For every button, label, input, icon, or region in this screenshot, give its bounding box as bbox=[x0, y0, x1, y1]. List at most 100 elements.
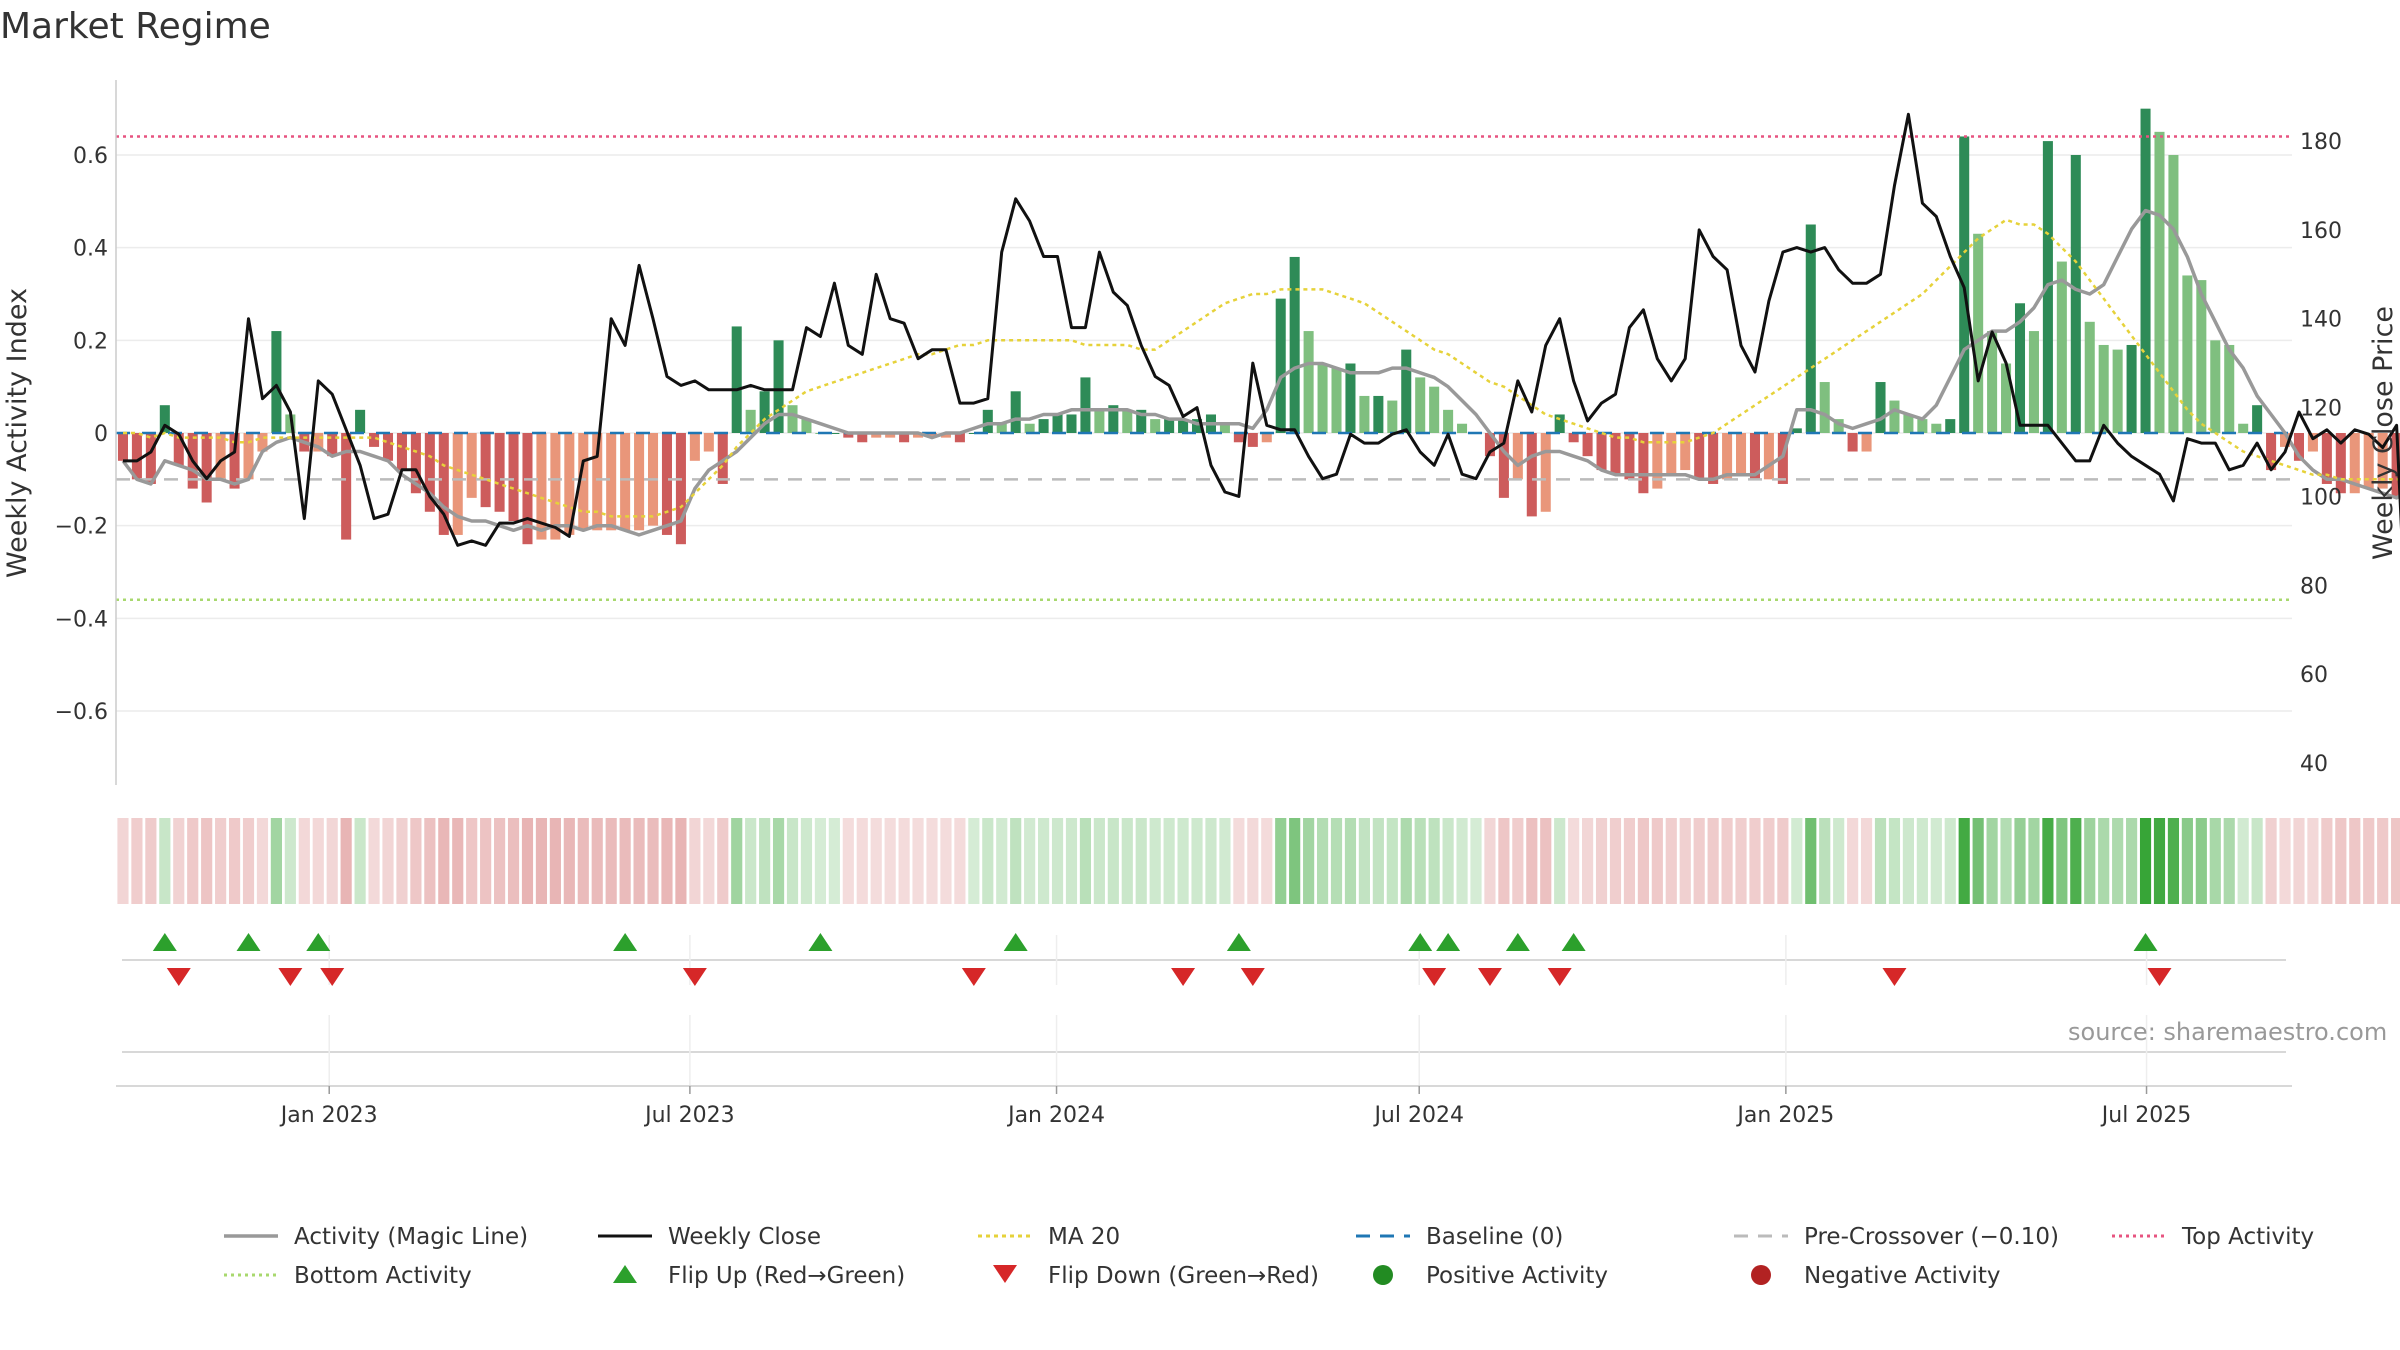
regime-strip-cell bbox=[1400, 818, 1412, 904]
ma20-line bbox=[123, 218, 2400, 518]
regime-strip-cell bbox=[1791, 818, 1803, 904]
regime-strip-cell bbox=[2167, 818, 2180, 904]
regime-strip-cell bbox=[1805, 818, 1817, 904]
activity-bar bbox=[940, 433, 951, 438]
regime-strip-cell bbox=[1358, 818, 1370, 904]
activity-bar bbox=[1038, 419, 1049, 433]
weekly-close-line bbox=[123, 112, 2400, 547]
regime-strip-cell bbox=[159, 818, 171, 904]
regime-strip-cell bbox=[1930, 818, 1942, 904]
regime-strip-cell bbox=[1526, 818, 1538, 904]
legend-item: Baseline (0) bbox=[1356, 1224, 1563, 1250]
activity-bar bbox=[661, 433, 672, 535]
activity-bar bbox=[2126, 344, 2137, 433]
regime-strip bbox=[117, 818, 2400, 904]
activity-bar bbox=[1554, 414, 1565, 433]
right-tick-label: 120 bbox=[2300, 397, 2342, 422]
legend-label: Pre-Crossover (−0.10) bbox=[1804, 1224, 2059, 1250]
regime-strip-cell bbox=[982, 818, 994, 904]
activity-bar bbox=[494, 433, 505, 512]
regime-strip-cell bbox=[1121, 818, 1133, 904]
activity-bar bbox=[424, 433, 435, 512]
activity-bar bbox=[2140, 108, 2151, 434]
activity-bar bbox=[675, 433, 686, 545]
regime-strip-cell bbox=[173, 818, 185, 904]
activity-bar bbox=[2391, 433, 2400, 498]
activity-bar bbox=[117, 433, 128, 461]
legend-label: Bottom Activity bbox=[294, 1263, 472, 1289]
regime-strip-cell bbox=[1010, 818, 1022, 904]
regime-strip-cell bbox=[187, 818, 199, 904]
activity-bar bbox=[1638, 433, 1649, 494]
regime-strip-cell bbox=[1595, 818, 1608, 904]
activity-bar bbox=[1763, 433, 1774, 480]
regime-strip-cell bbox=[1609, 818, 1622, 904]
x-tick-label: Jul 2023 bbox=[643, 1103, 735, 1128]
activity-bar bbox=[466, 433, 477, 498]
flip-up-marker bbox=[1436, 933, 1461, 951]
activity-bar bbox=[1722, 433, 1733, 480]
regime-strip-cell bbox=[549, 818, 561, 904]
regime-strip-cell bbox=[1470, 818, 1482, 904]
flip-up-marker bbox=[1003, 933, 1028, 951]
activity-bar bbox=[1080, 377, 1091, 433]
activity-bar bbox=[2070, 155, 2081, 433]
activity-bar bbox=[2280, 433, 2291, 447]
regime-strip-cell bbox=[354, 818, 366, 904]
regime-strip-cell bbox=[2195, 818, 2207, 904]
flip-up-marker bbox=[613, 933, 638, 951]
activity-bar bbox=[1931, 423, 1942, 433]
activity-bar bbox=[1122, 409, 1133, 433]
regime-strip-cell bbox=[2223, 818, 2235, 904]
activity-bar bbox=[1526, 433, 1537, 517]
flip-up-marker bbox=[808, 933, 833, 951]
regime-strip-cell bbox=[326, 818, 338, 904]
left-tick-label: 0.6 bbox=[73, 144, 108, 169]
x-tick-label: Jul 2024 bbox=[1372, 1103, 1464, 1128]
regime-strip-cell bbox=[1833, 818, 1845, 904]
activity-bar bbox=[843, 433, 854, 438]
activity-bar bbox=[787, 405, 798, 433]
regime-strip-cell bbox=[535, 818, 548, 904]
legend-item: Flip Down (Green→Red) bbox=[993, 1263, 1319, 1289]
activity-bar bbox=[1401, 349, 1412, 433]
regime-strip-cell bbox=[856, 818, 868, 904]
x-tick-label: Jul 2025 bbox=[2100, 1103, 2192, 1128]
activity-bar bbox=[1457, 423, 1468, 433]
left-tick-label: −0.6 bbox=[55, 700, 108, 725]
activity-bar bbox=[355, 409, 366, 433]
activity-bar bbox=[2224, 344, 2235, 433]
activity-bar bbox=[996, 423, 1007, 433]
regime-strip-cell bbox=[1679, 818, 1691, 904]
activity-bar bbox=[1373, 395, 1384, 433]
flip-down-marker bbox=[961, 968, 986, 986]
regime-strip-cell bbox=[1860, 818, 1873, 904]
left-tick-label: −0.4 bbox=[55, 607, 108, 632]
regime-strip-cell bbox=[284, 818, 296, 904]
activity-bar bbox=[1247, 433, 1258, 447]
regime-strip-cell bbox=[1582, 818, 1594, 904]
regime-strip-cell bbox=[1986, 818, 1998, 904]
activity-bar bbox=[773, 340, 784, 433]
green-circle-icon bbox=[1373, 1265, 1393, 1285]
activity-bar bbox=[2377, 433, 2388, 489]
activity-bar bbox=[2154, 131, 2165, 434]
activity-bar bbox=[1136, 409, 1147, 433]
regime-strip-cell bbox=[2153, 818, 2166, 904]
regime-strip-cell bbox=[577, 818, 589, 904]
regime-strip-cell bbox=[117, 818, 129, 904]
activity-bar bbox=[2056, 261, 2067, 433]
activity-bar bbox=[759, 391, 770, 433]
regime-strip-cell bbox=[703, 818, 715, 904]
activity-bar bbox=[2028, 331, 2039, 433]
legend-label: Positive Activity bbox=[1426, 1263, 1608, 1289]
activity-bar bbox=[2321, 433, 2332, 484]
activity-bar bbox=[1875, 382, 1886, 433]
regime-strip-cell bbox=[1958, 818, 1970, 904]
activity-bar bbox=[1652, 433, 1663, 489]
flip-down-marker bbox=[2147, 968, 2172, 986]
legend-item: Flip Up (Red→Green) bbox=[613, 1263, 905, 1289]
activity-bar bbox=[341, 433, 352, 540]
activity-bar bbox=[689, 433, 700, 461]
activity-bar bbox=[1987, 331, 1998, 433]
